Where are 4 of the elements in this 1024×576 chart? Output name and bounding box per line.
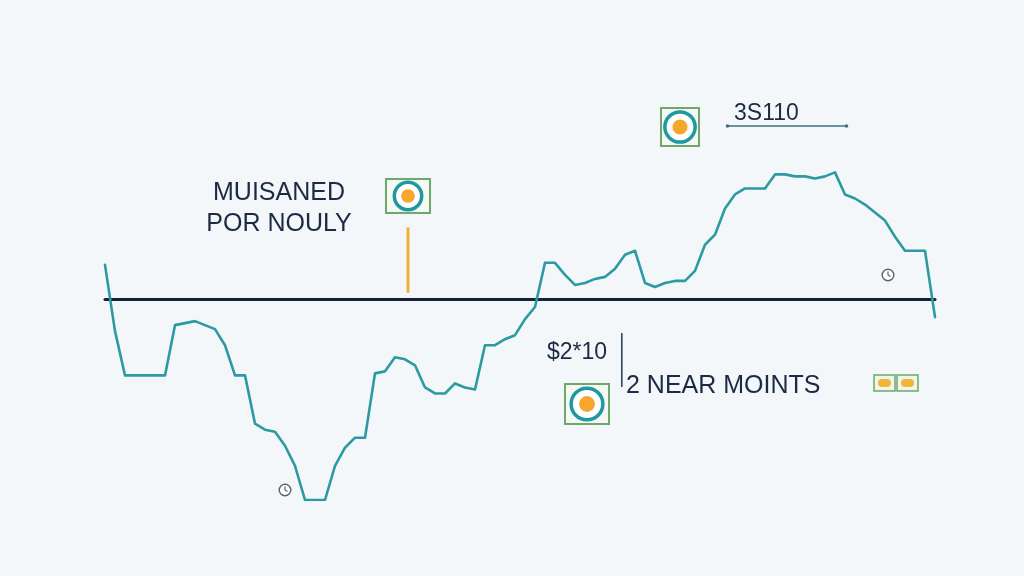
- annotation: MUISANED POR NOULY: [205, 176, 353, 239]
- text: 3S110: [734, 98, 800, 127]
- annotation: 2 NEAR MOINTS: [626, 369, 822, 400]
- annotation: $2*10: [547, 337, 609, 366]
